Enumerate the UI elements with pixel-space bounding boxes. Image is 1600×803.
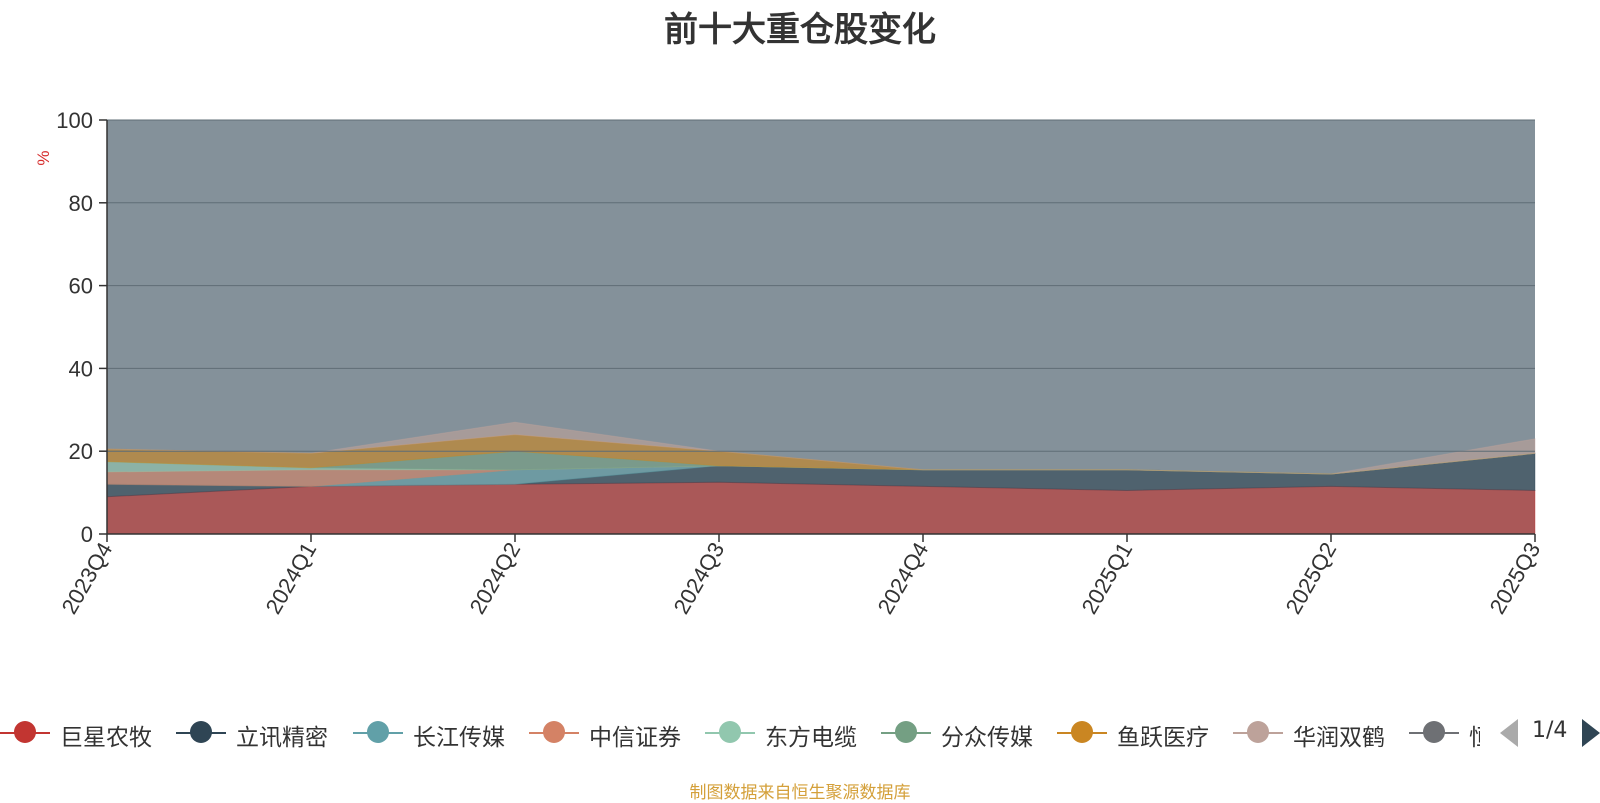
x-tick-label: 2025Q1 bbox=[1077, 538, 1138, 618]
legend-dot-icon bbox=[14, 721, 36, 743]
legend-label: 分众传媒 bbox=[941, 725, 1033, 751]
x-tick-label: 2024Q3 bbox=[669, 538, 730, 618]
legend-label: 恒 bbox=[1469, 718, 1480, 752]
legend-next-icon[interactable] bbox=[1582, 719, 1600, 747]
area-series-0[interactable] bbox=[106, 481, 1536, 535]
area-series-7[interactable] bbox=[106, 421, 1536, 475]
legend-label: 鱼跃医疗 bbox=[1117, 725, 1209, 751]
x-tick-label: 2023Q4 bbox=[57, 538, 118, 618]
x-tick-label: 2024Q1 bbox=[261, 538, 322, 618]
x-tick-label: 2024Q2 bbox=[465, 538, 526, 618]
y-tick-label: 0 bbox=[81, 522, 93, 547]
y-tick-label: 60 bbox=[69, 274, 93, 299]
legend-dot-icon bbox=[190, 721, 212, 743]
legend-dot-icon bbox=[1247, 721, 1269, 743]
legend-dot-icon bbox=[543, 721, 565, 743]
x-tick-label: 2025Q2 bbox=[1281, 538, 1342, 618]
y-tick-label: 100 bbox=[56, 108, 93, 133]
legend-prev-icon[interactable] bbox=[1500, 719, 1518, 747]
legend-dot-icon bbox=[367, 721, 389, 743]
legend: 巨星农牧 立讯精密 长江传媒 中信证券 东方电缆 分众传媒 鱼跃医疗 华润双鹤 恒 1/4 bbox=[0, 708, 1600, 758]
chart-title: 前十大重仓股变化 bbox=[664, 10, 936, 50]
y-axis-label: % bbox=[34, 150, 53, 165]
legend-label: 中信证券 bbox=[589, 725, 681, 751]
legend-dot-icon bbox=[1423, 721, 1445, 743]
legend-label: 长江传媒 bbox=[413, 725, 505, 751]
x-tick-label: 2025Q3 bbox=[1485, 538, 1546, 618]
legend-page-indicator: 1/4 bbox=[1532, 718, 1568, 743]
legend-dot-icon bbox=[1071, 721, 1093, 743]
legend-pager: 1/4 bbox=[1500, 708, 1600, 758]
y-tick-label: 80 bbox=[69, 191, 93, 216]
legend-dot-icon bbox=[895, 721, 917, 743]
source-note: 制图数据来自恒生聚源数据库 bbox=[689, 783, 911, 803]
legend-items: 巨星农牧 立讯精密 长江传媒 中信证券 东方电缆 分众传媒 鱼跃医疗 华润双鹤 恒 bbox=[0, 708, 1480, 758]
legend-dot-icon bbox=[719, 721, 741, 743]
legend-label: 巨星农牧 bbox=[60, 725, 152, 751]
x-tick-label: 2024Q4 bbox=[873, 538, 934, 618]
y-tick-label: 20 bbox=[69, 439, 93, 464]
legend-label: 立讯精密 bbox=[236, 725, 328, 751]
legend-label: 东方电缆 bbox=[765, 725, 857, 751]
legend-label: 华润双鹤 bbox=[1293, 725, 1385, 751]
y-tick-label: 40 bbox=[69, 356, 93, 381]
